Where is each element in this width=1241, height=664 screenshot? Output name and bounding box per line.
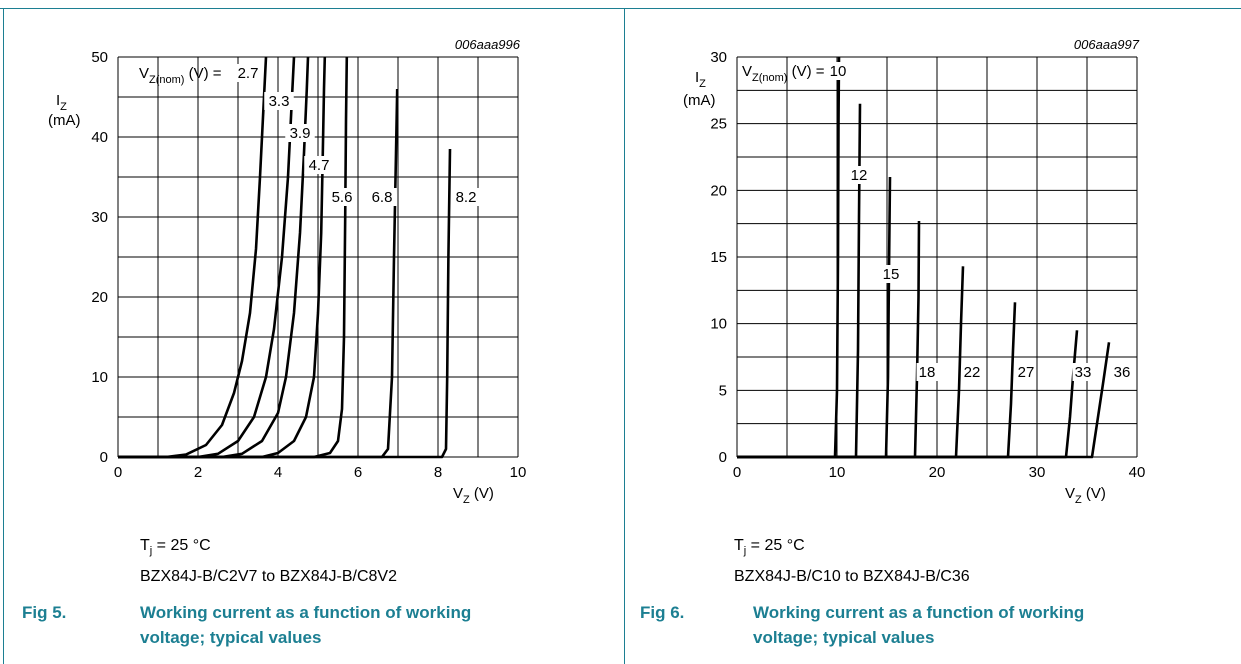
curve-label-6.8: 6.8 bbox=[372, 189, 393, 206]
test-conditions: Tj = 25 °C bbox=[734, 537, 805, 558]
chart-grid bbox=[736, 56, 1138, 458]
legend-prefix: VZ(nom) (V) = bbox=[742, 63, 825, 84]
figure-6-chart: 0 10 20 30 40 0 5 10 15 20 25 30 10 12 15 18 22 27 33 36 0… bbox=[683, 37, 1145, 506]
frame-divider-rule bbox=[624, 8, 625, 664]
legend-prefix: VZ(nom) (V) = bbox=[139, 65, 222, 86]
x-tick-label: 10 bbox=[829, 464, 846, 481]
curve-label-backdrop bbox=[327, 188, 357, 206]
curve-label-backdrop bbox=[451, 188, 481, 206]
figure-caption: Working current as a function of working… bbox=[140, 603, 472, 647]
y-axis-unit: (mA) bbox=[683, 92, 716, 109]
x-tick-label: 0 bbox=[114, 464, 122, 481]
y-tick-label: 15 bbox=[710, 249, 727, 266]
test-conditions: Tj = 25 °C bbox=[140, 537, 211, 558]
chart-tick-labels: 0 2 4 6 8 10 0 10 20 30 40 50 bbox=[91, 49, 526, 481]
curve-label-backdrop bbox=[916, 363, 938, 381]
curve-label-backdrop bbox=[1111, 363, 1133, 381]
figure-6-panel: 0 10 20 30 40 0 5 10 15 20 25 30 10 12 15 18 22 27 33 36 0… bbox=[621, 0, 1241, 664]
curve-label-27: 27 bbox=[1018, 364, 1035, 381]
y-axis-unit: (mA) bbox=[48, 112, 81, 129]
curve-label-backdrop bbox=[1072, 363, 1094, 381]
curve-label-backdrop bbox=[304, 156, 334, 174]
curve-label-5.6: 5.6 bbox=[332, 189, 353, 206]
curve-label-3.3: 3.3 bbox=[269, 93, 290, 110]
series-line-36 bbox=[737, 342, 1111, 459]
chart-curve-labels: 2.7 3.33.9 4.75.6 6.8 8.2 bbox=[233, 64, 481, 206]
chart-tick-labels: 0 10 20 30 40 0 5 10 15 20 25 30 bbox=[710, 49, 1145, 481]
chart-grid bbox=[117, 56, 519, 458]
series-line-15 bbox=[737, 176, 892, 459]
curve-label-backdrop bbox=[1015, 363, 1037, 381]
y-tick-label: 10 bbox=[91, 369, 108, 386]
y-tick-label: 5 bbox=[719, 382, 727, 399]
y-tick-label: 50 bbox=[91, 49, 108, 66]
curve-label-12: 12 bbox=[851, 167, 868, 184]
series-line-18 bbox=[737, 220, 921, 459]
chart-curve-labels: 10 12 15 18 22 27 33 36 bbox=[827, 62, 1133, 381]
y-tick-label: 0 bbox=[100, 449, 108, 466]
frame-top-rule bbox=[0, 8, 1241, 9]
series-line-33 bbox=[737, 330, 1079, 459]
curve-label-backdrop bbox=[880, 265, 902, 283]
curve-label-36: 36 bbox=[1114, 364, 1131, 381]
x-tick-label: 20 bbox=[929, 464, 946, 481]
curve-label-15: 15 bbox=[883, 266, 900, 283]
y-tick-label: 30 bbox=[710, 49, 727, 66]
figure-5-panel: 0 2 4 6 8 10 0 10 20 30 40 50 2.7 3.3 3.9 4.7 5.6 6.8 8.2… bbox=[0, 0, 620, 664]
curve-label-backdrop bbox=[848, 166, 870, 184]
series-line-8.2 bbox=[118, 148, 452, 459]
frame-left-rule bbox=[3, 8, 4, 664]
device-range: BZX84J-B/C2V7 to BZX84J-B/C8V2 bbox=[140, 568, 397, 585]
curve-label-3.9: 3.9 bbox=[290, 125, 311, 142]
curve-label-10: 10 bbox=[830, 63, 847, 80]
x-tick-label: 0 bbox=[733, 464, 741, 481]
x-tick-label: 8 bbox=[434, 464, 442, 481]
x-tick-label: 30 bbox=[1029, 464, 1046, 481]
curve-label-backdrop bbox=[961, 363, 983, 381]
y-tick-label: 40 bbox=[91, 129, 108, 146]
y-tick-label: 25 bbox=[710, 116, 727, 133]
curve-label-18: 18 bbox=[919, 364, 936, 381]
y-tick-label: 30 bbox=[91, 209, 108, 226]
series-line-22 bbox=[737, 266, 965, 459]
x-tick-label: 40 bbox=[1129, 464, 1146, 481]
curve-label-backdrop bbox=[264, 92, 294, 110]
series-line-5.6 bbox=[118, 56, 349, 459]
curve-label-backdrop bbox=[367, 188, 397, 206]
x-axis-label: VZ (V) bbox=[453, 485, 494, 506]
device-range: BZX84J-B/C10 to BZX84J-B/C36 bbox=[734, 568, 970, 585]
x-tick-label: 6 bbox=[354, 464, 362, 481]
x-tick-label: 10 bbox=[510, 464, 527, 481]
figure-caption: Working current as a function of working… bbox=[753, 603, 1085, 647]
x-tick-label: 4 bbox=[274, 464, 282, 481]
series-line-3.3 bbox=[118, 56, 296, 459]
y-tick-label: 0 bbox=[719, 449, 727, 466]
curve-label-8.2: 8.2 bbox=[456, 189, 477, 206]
curve-label-2.7: 2.7 bbox=[238, 65, 259, 82]
curve-label-4.7: 4.7 bbox=[309, 157, 330, 174]
curve-label-backdrop bbox=[285, 124, 315, 142]
figure-number: Fig 5. bbox=[22, 603, 67, 622]
x-axis-label: VZ (V) bbox=[1065, 485, 1106, 506]
y-tick-label: 10 bbox=[710, 316, 727, 333]
figure-ref: 006aaa997 bbox=[1074, 37, 1140, 52]
curve-label-33: 33 bbox=[1075, 364, 1092, 381]
curve-label-backdrop bbox=[233, 64, 263, 82]
x-tick-label: 2 bbox=[194, 464, 202, 481]
curve-label-22: 22 bbox=[964, 364, 981, 381]
figure-ref: 006aaa996 bbox=[455, 37, 521, 52]
series-line-4.7 bbox=[118, 56, 327, 459]
y-tick-label: 20 bbox=[710, 182, 727, 199]
y-tick-label: 20 bbox=[91, 289, 108, 306]
figure-5-chart: 0 2 4 6 8 10 0 10 20 30 40 50 2.7 3.33.9 4.75.6 6.8 8.2… bbox=[48, 37, 526, 506]
figure-number: Fig 6. bbox=[640, 603, 685, 622]
chart-curves bbox=[118, 56, 452, 459]
y-axis-label: IZ bbox=[56, 92, 67, 113]
series-line-2.7 bbox=[118, 56, 268, 459]
curve-label-backdrop bbox=[827, 62, 849, 80]
y-axis-label: IZ bbox=[695, 69, 706, 90]
